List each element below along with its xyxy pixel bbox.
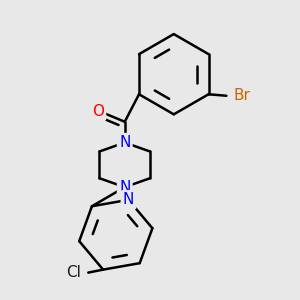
Text: Cl: Cl (66, 265, 81, 280)
Text: N: N (123, 192, 134, 207)
Text: N: N (119, 180, 130, 195)
Text: N: N (119, 135, 130, 150)
Text: O: O (92, 104, 104, 119)
Text: Br: Br (234, 88, 251, 103)
